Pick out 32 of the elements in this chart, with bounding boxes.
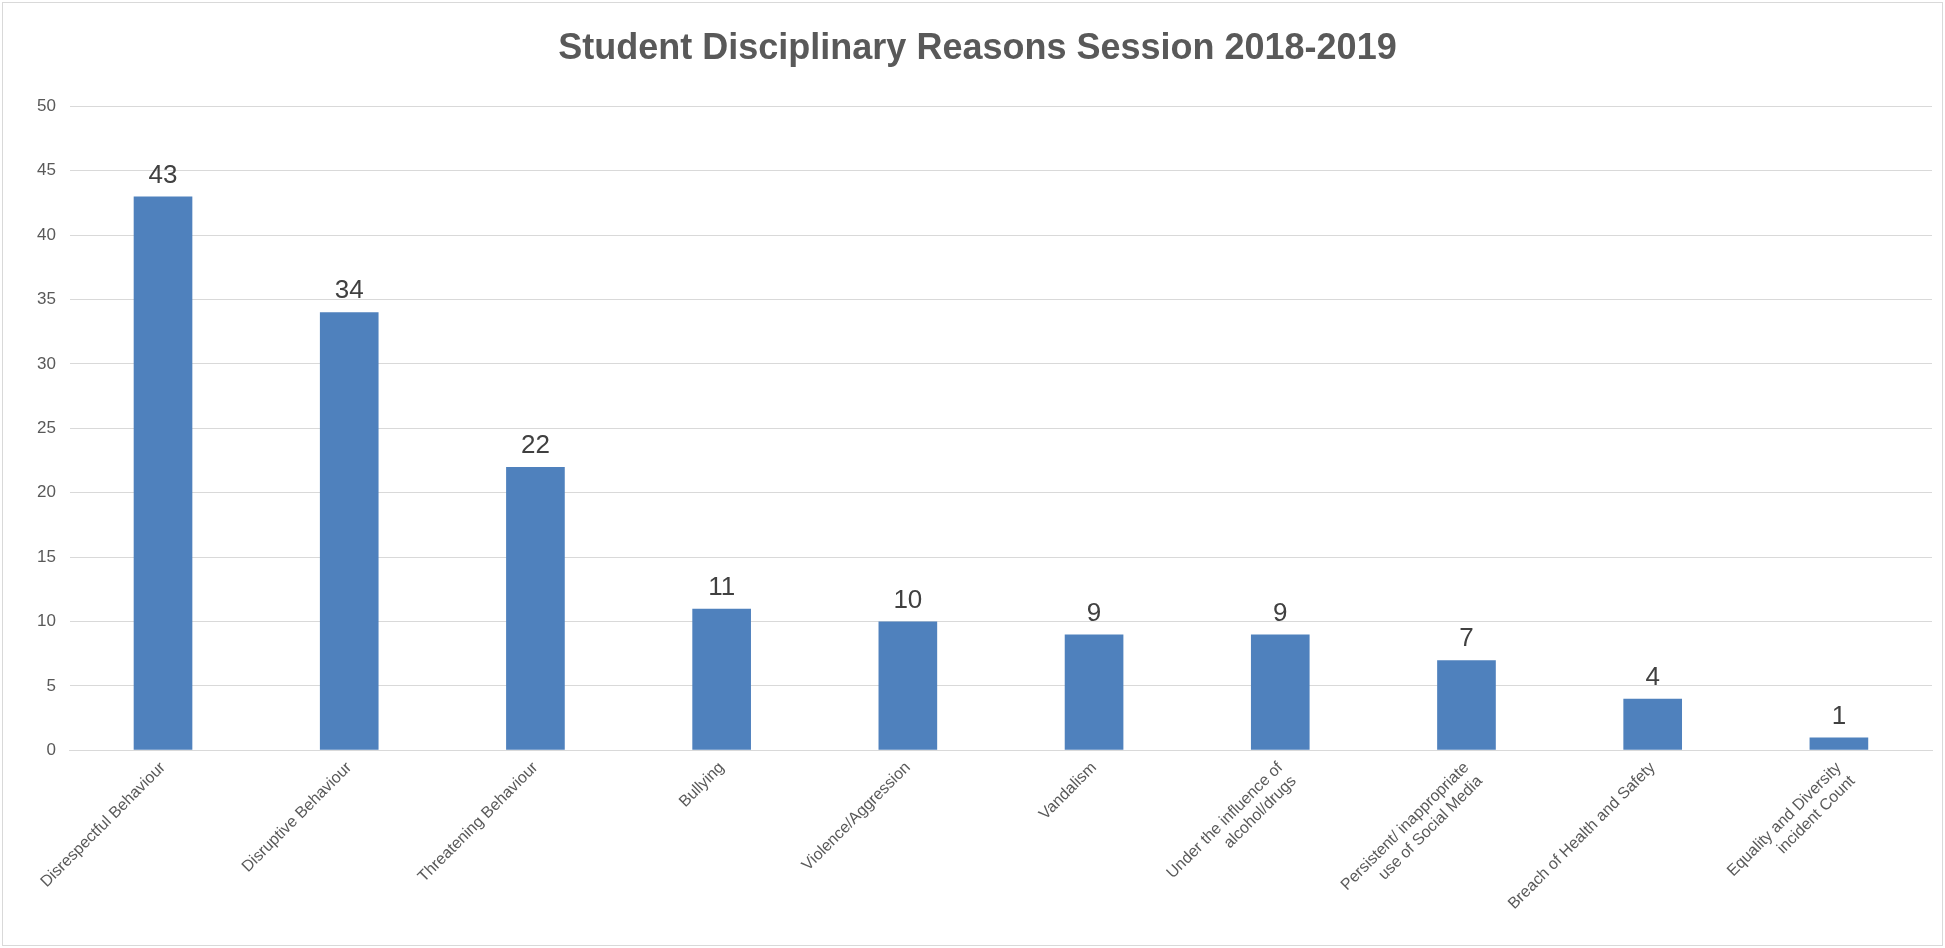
bar: [878, 621, 938, 750]
data-label: 4: [1645, 660, 1660, 691]
y-tick-label: 5: [46, 675, 56, 695]
data-label: 1: [1831, 699, 1847, 730]
y-tick-label: 20: [36, 482, 56, 502]
y-tick-label: 35: [36, 289, 56, 309]
data-label: 9: [1086, 596, 1102, 627]
y-tick-label: 0: [46, 740, 56, 760]
y-tick-label: 25: [36, 417, 56, 437]
bar: [1064, 634, 1124, 750]
data-label: 9: [1273, 596, 1288, 627]
bar: [319, 312, 379, 750]
y-tick-label: 30: [36, 353, 56, 373]
y-tick-label: 50: [36, 95, 56, 115]
bar: [133, 196, 193, 750]
data-label: 7: [1459, 622, 1474, 653]
y-tick-label: 40: [36, 224, 56, 244]
data-label: 34: [334, 274, 364, 305]
bar: [1623, 698, 1683, 750]
y-tick-label: 10: [36, 611, 56, 631]
bar: [1437, 660, 1496, 750]
bar: [506, 466, 565, 750]
data-label: 43: [148, 158, 178, 189]
chart-title: Student Disciplinary Reasons Session 2018-2019: [558, 25, 1397, 67]
y-tick-label: 15: [36, 546, 56, 566]
y-tick-label: 45: [36, 160, 56, 180]
bar: [692, 608, 751, 750]
bar: [1809, 737, 1869, 750]
data-label: 11: [708, 570, 736, 601]
data-label: 22: [520, 429, 550, 460]
data-label: 10: [893, 583, 923, 614]
bar: [1250, 634, 1310, 750]
